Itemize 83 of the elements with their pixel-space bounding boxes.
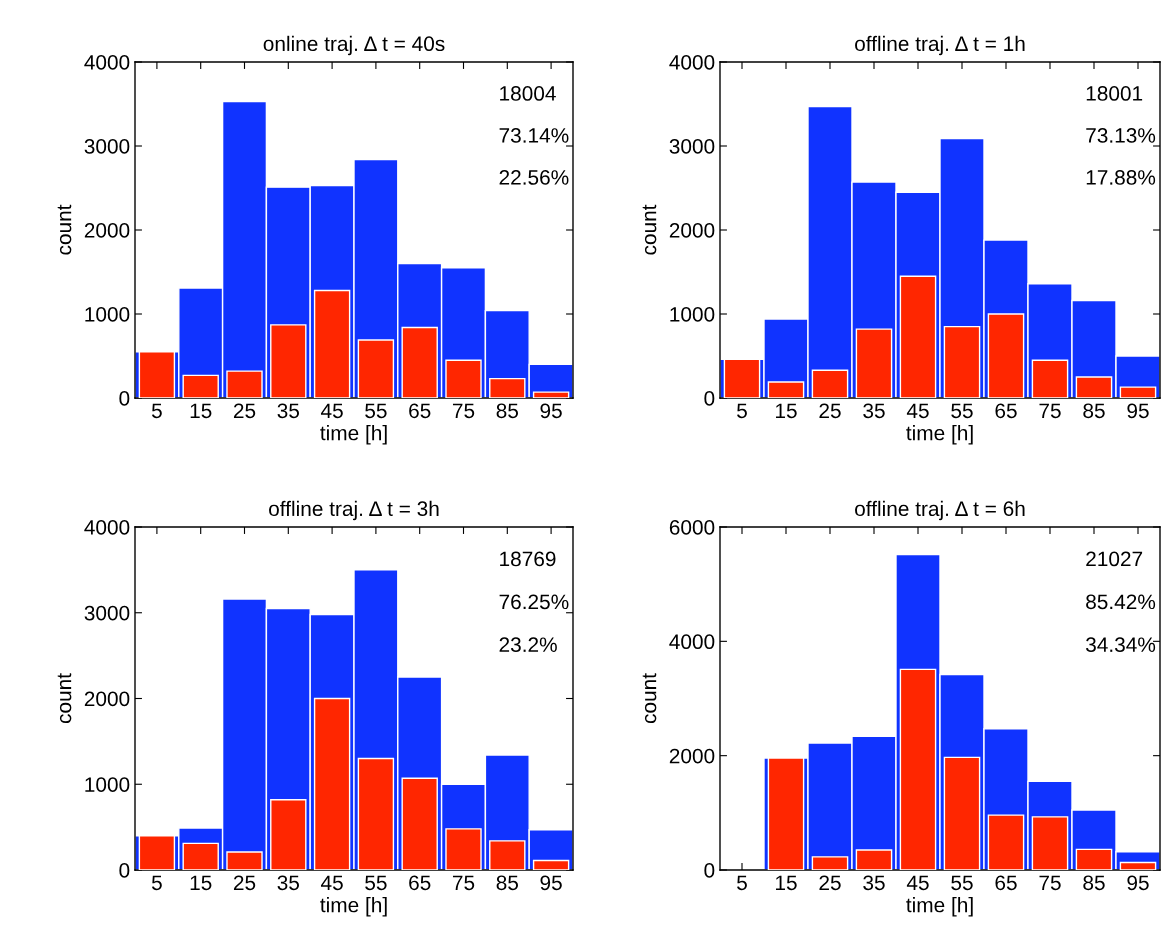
y-axis-title: count — [642, 673, 657, 724]
x-tick-label: 5 — [737, 875, 747, 891]
y-tick-label: 1000 — [670, 307, 715, 322]
x-tick-label: 75 — [1039, 875, 1061, 891]
annotation: 76.25% — [499, 594, 569, 610]
y-tick-label: 2000 — [669, 748, 715, 764]
x-tick-label: 45 — [906, 403, 929, 419]
y-tick-label: 0 — [119, 391, 130, 406]
x-tick-label: 95 — [1127, 403, 1149, 419]
x-axis-title: time [h] — [906, 425, 973, 445]
x-tick-label: 15 — [776, 875, 797, 891]
x-tick-label: 25 — [233, 875, 256, 891]
annotation: 73.13% — [1086, 128, 1156, 143]
x-tick-label: 65 — [995, 875, 1017, 891]
x-tick-label: 35 — [863, 403, 885, 419]
y-tick-label: 4000 — [669, 634, 715, 650]
x-tick-label: 35 — [277, 875, 300, 891]
x-tick-label: 95 — [540, 875, 562, 891]
x-tick-label: 55 — [951, 875, 973, 891]
x-tick-label: 95 — [540, 403, 562, 419]
y-tick-label: 3000 — [669, 139, 715, 154]
x-tick-label: 65 — [409, 403, 431, 419]
x-tick-label: 5 — [151, 403, 162, 419]
y-tick-label: 1000 — [85, 307, 130, 322]
y-tick-label: 0 — [704, 863, 715, 878]
x-tick-label: 75 — [452, 875, 475, 891]
x-tick-label: 85 — [496, 403, 519, 419]
y-tick-label: 6000 — [669, 520, 715, 535]
y-tick-label: 2000 — [669, 223, 715, 238]
x-tick-label: 65 — [409, 875, 431, 891]
y-tick-label: 2000 — [84, 691, 130, 707]
x-tick-label: 45 — [906, 875, 929, 891]
x-tick-label: 15 — [190, 403, 212, 419]
x-tick-label: 25 — [233, 403, 256, 419]
y-tick-label: 3000 — [84, 139, 130, 154]
x-tick-label: 95 — [1127, 875, 1149, 891]
x-tick-label: 75 — [452, 403, 475, 419]
y-axis-title: count — [57, 204, 72, 255]
x-tick-label: 15 — [190, 875, 212, 891]
x-tick-label: 5 — [737, 403, 747, 419]
x-tick-label: 35 — [863, 875, 885, 891]
x-tick-label: 35 — [277, 403, 300, 419]
chart-title: offline traj. Δ t = 3h — [269, 500, 439, 521]
y-axis-title: count — [642, 204, 657, 255]
x-tick-label: 25 — [819, 403, 841, 419]
y-tick-label: 0 — [704, 391, 715, 406]
x-tick-label: 85 — [496, 875, 519, 891]
x-tick-label: 45 — [320, 403, 343, 419]
annotation: 18004 — [500, 86, 556, 101]
annotation: 85.42% — [1086, 594, 1156, 610]
annotation: 17.88% — [1086, 170, 1156, 185]
y-tick-label: 4000 — [669, 55, 715, 70]
x-tick-label: 65 — [995, 403, 1017, 419]
chart-title: offline traj. Δ t = 6h — [855, 500, 1025, 521]
x-axis-title: time [h] — [320, 897, 387, 917]
x-tick-label: 85 — [1083, 875, 1105, 891]
y-axis-title: count — [57, 673, 72, 724]
x-tick-label: 55 — [951, 403, 973, 419]
x-tick-label: 25 — [819, 875, 841, 891]
x-tick-label: 75 — [1039, 403, 1061, 419]
y-tick-label: 3000 — [84, 605, 130, 621]
x-tick-label: 45 — [320, 875, 343, 891]
y-tick-label: 2000 — [84, 223, 130, 238]
x-axis-title: time [h] — [320, 425, 387, 445]
annotation: 23.2% — [499, 637, 557, 653]
annotation: 18001 — [1086, 86, 1143, 101]
annotation: 73.14% — [499, 128, 569, 143]
x-tick-label: 85 — [1083, 403, 1105, 419]
annotation: 34.34% — [1085, 637, 1156, 653]
chart-title: online traj. Δ t = 40s — [263, 35, 445, 56]
y-tick-label: 4000 — [84, 55, 130, 70]
x-tick-label: 5 — [151, 875, 162, 891]
y-tick-label: 0 — [119, 863, 130, 878]
y-tick-label: 1000 — [85, 777, 130, 792]
annotation: 18769 — [500, 551, 556, 567]
annotation: 21027 — [1086, 551, 1143, 567]
annotation: 22.56% — [499, 170, 569, 185]
x-tick-label: 55 — [365, 403, 387, 419]
x-tick-label: 55 — [365, 875, 387, 891]
x-tick-label: 15 — [776, 403, 797, 419]
x-axis-title: time [h] — [906, 897, 973, 917]
chart-title: offline traj. Δ t = 1h — [855, 35, 1025, 56]
y-tick-label: 4000 — [84, 520, 130, 535]
